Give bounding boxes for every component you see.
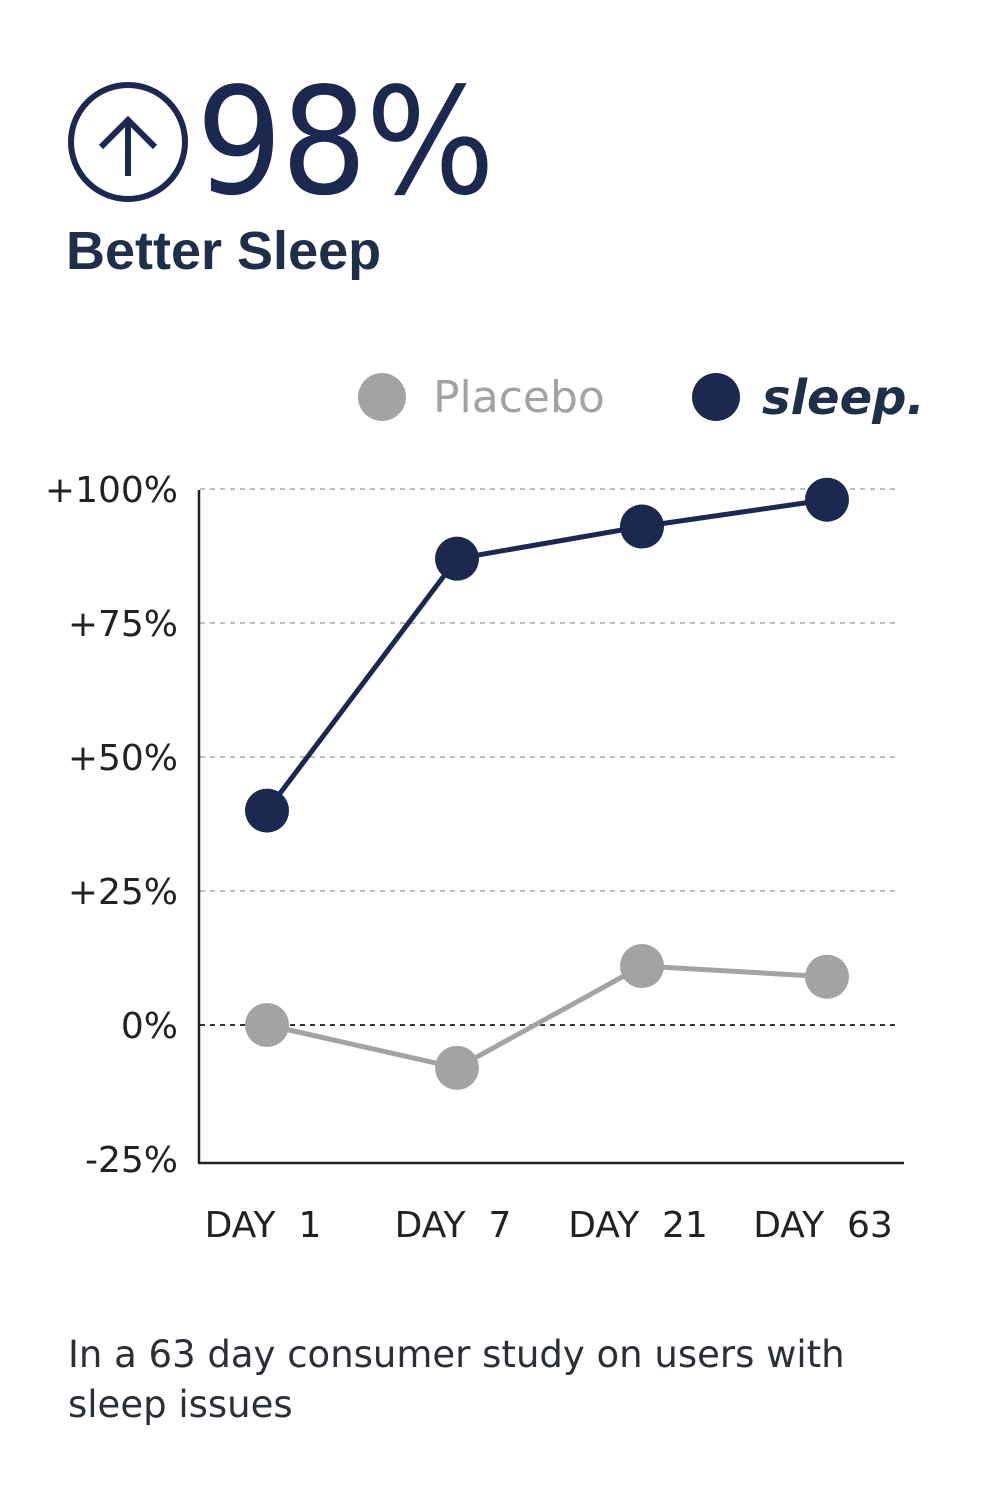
data-point	[435, 536, 479, 581]
y-tick-label: -25%	[85, 1140, 178, 1181]
x-tick-label: DAY 21	[568, 1205, 708, 1246]
data-point	[620, 504, 664, 549]
data-point	[245, 1003, 289, 1047]
y-tick-label: 0%	[121, 1006, 178, 1047]
headline-value: 98%	[196, 56, 495, 228]
legend-marker-sleep	[692, 373, 740, 421]
data-point	[805, 954, 849, 999]
x-tick-label: DAY 63	[753, 1205, 893, 1246]
data-point	[805, 477, 849, 522]
legend-label-placebo: Placebo	[433, 372, 605, 423]
series-line	[266, 963, 828, 1071]
line-chart: +100% +75% +50% +25% 0% -25% DAY 1 DAY 7 DAY 21 D…	[45, 370, 925, 1246]
headline-label: Better Sleep	[66, 221, 382, 281]
data-point	[245, 788, 289, 833]
x-tick-label: DAY 7	[395, 1205, 512, 1246]
series-line	[265, 497, 828, 813]
y-tick-label: +50%	[68, 738, 178, 779]
data-point	[620, 944, 664, 989]
footnote: In a 63 day consumer study on users with…	[68, 1333, 845, 1426]
legend-label-sleep: sleep.	[762, 370, 925, 426]
y-tick-label: +25%	[68, 872, 178, 913]
legend-marker-placebo	[358, 373, 406, 421]
arrow-up-circle-icon	[68, 82, 188, 202]
data-point	[435, 1045, 479, 1090]
y-tick-label: +100%	[45, 470, 178, 511]
x-tick-label: DAY 1	[205, 1205, 322, 1246]
headline: 98%	[66, 68, 519, 216]
y-tick-label: +75%	[68, 604, 178, 645]
